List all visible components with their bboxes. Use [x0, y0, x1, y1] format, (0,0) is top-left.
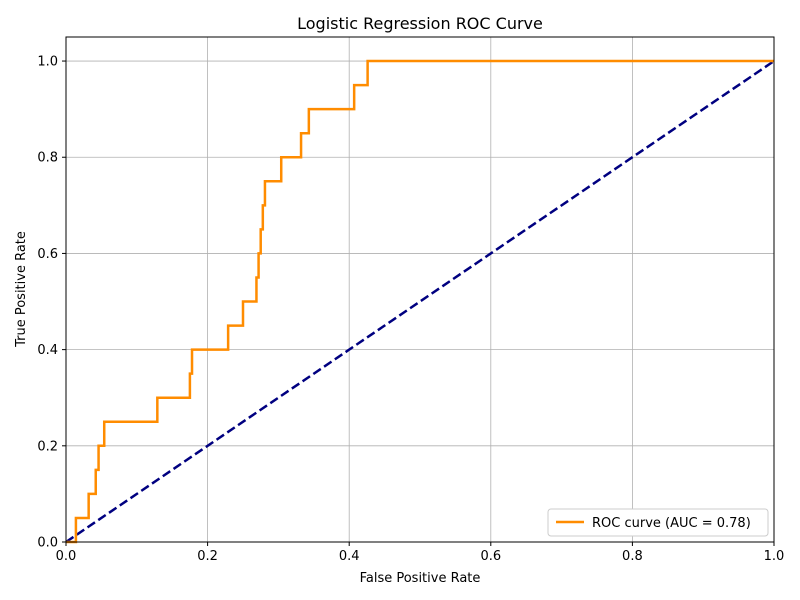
y-axis-ticks: 0.0 0.2 0.4 0.6 0.8 1.0 [37, 55, 66, 551]
diagonal-reference-line [65, 60, 775, 544]
x-tick-label: 0.2 [197, 549, 218, 564]
series-layer [65, 59, 775, 544]
legend: ROC curve (AUC = 0.78) [547, 508, 769, 537]
x-axis-label: False Positive Rate [360, 571, 481, 586]
x-axis-ticks: 0.0 0.2 0.4 0.6 0.8 1.0 [56, 542, 785, 564]
y-tick-label: 0.6 [37, 247, 58, 262]
legend-label-roc: ROC curve (AUC = 0.78) [592, 516, 751, 531]
y-tick-label: 1.0 [37, 55, 58, 70]
y-tick-label: 0.8 [37, 151, 58, 166]
x-tick-label: 0.6 [480, 549, 501, 564]
y-tick-label: 0.4 [37, 343, 58, 358]
roc-curve-line [66, 59, 774, 544]
y-axis-label: True Positive Rate [14, 231, 29, 348]
grid [65, 37, 775, 543]
chart-title: Logistic Regression ROC Curve [297, 14, 543, 33]
x-tick-label: 1.0 [764, 549, 785, 564]
plot-frame [65, 36, 775, 543]
x-tick-label: 0.8 [622, 549, 643, 564]
y-tick-label: 0.0 [37, 536, 58, 551]
legend-box [547, 508, 769, 537]
x-tick-label: 0.4 [339, 549, 360, 564]
x-tick-label: 0.0 [56, 549, 77, 564]
y-tick-label: 0.2 [37, 439, 58, 454]
